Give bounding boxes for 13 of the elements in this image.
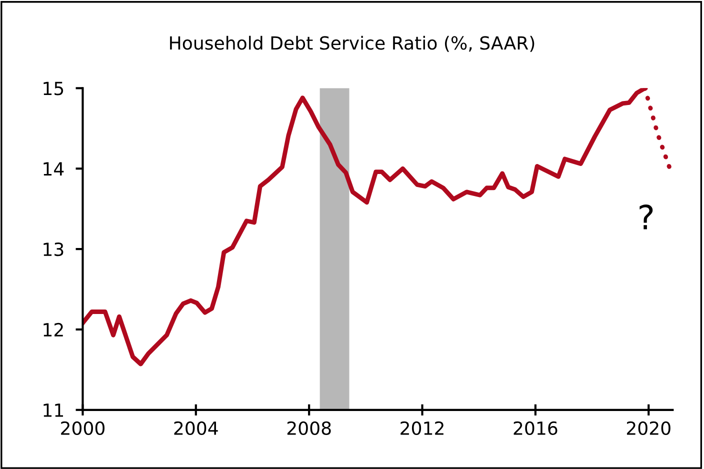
y-tick-label: 14 <box>44 162 64 176</box>
y-tick-label: 12 <box>44 322 63 336</box>
y-tick-label: 15 <box>44 82 64 96</box>
annotation: ? <box>640 204 653 230</box>
x-tick-label: 2000 <box>61 421 104 435</box>
x-tick-label: 2020 <box>626 421 670 435</box>
x-tick-label: 2016 <box>514 421 558 435</box>
x-tick-label: 2004 <box>174 421 218 435</box>
y-tick-label: 11 <box>44 404 63 417</box>
chart-title: Household Debt Service Ratio (%, SAAR) <box>170 36 534 52</box>
x-tick-label: 2008 <box>287 421 331 435</box>
x-tick-label: 2012 <box>400 421 444 435</box>
y-tick-label: 13 <box>44 242 64 256</box>
